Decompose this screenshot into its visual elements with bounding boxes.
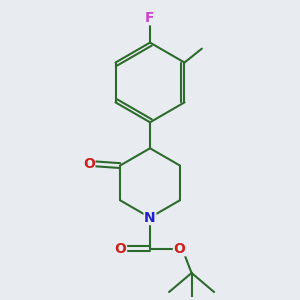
Text: O: O — [115, 242, 127, 256]
Text: N: N — [144, 211, 156, 224]
Text: F: F — [145, 11, 155, 25]
Text: O: O — [173, 242, 185, 256]
Text: O: O — [83, 157, 95, 171]
